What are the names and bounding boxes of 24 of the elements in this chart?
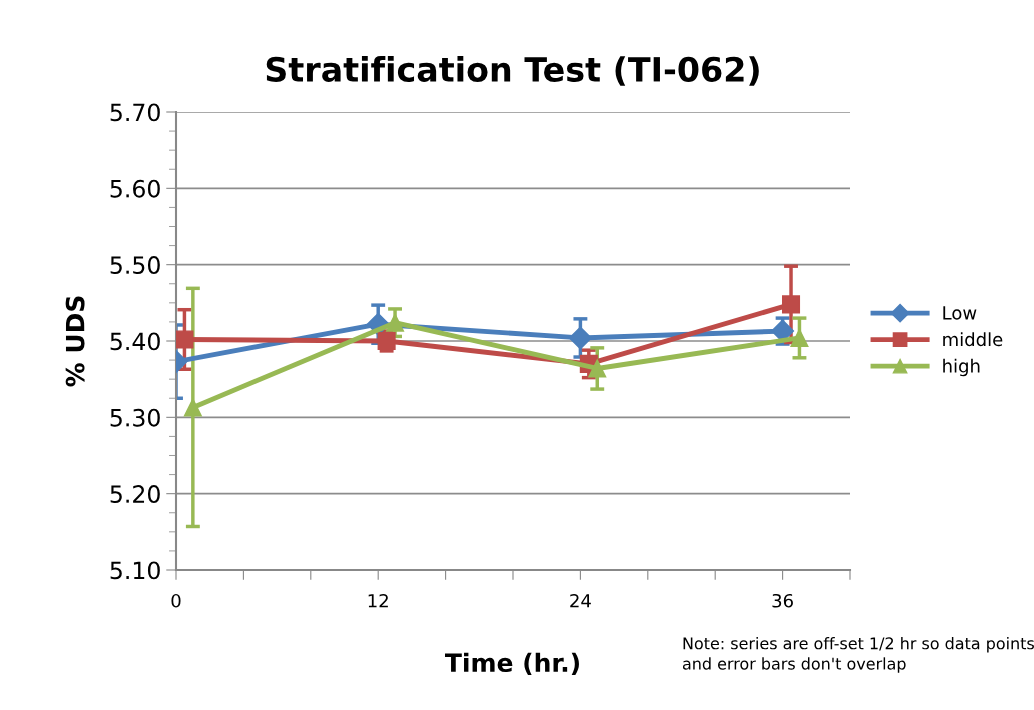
point (386, 313, 405, 332)
y-tick-label: 5.50 (110, 256, 160, 274)
point (176, 330, 194, 349)
text: Note: series are off-set 1/2 hr so data points and error bars don't overlap (682, 637, 1034, 673)
point (781, 295, 801, 314)
x-tick-label: 36 (772, 593, 793, 608)
point (568, 326, 592, 350)
x-tick-label: 0 (171, 593, 181, 608)
legend-label: middle (943, 332, 1003, 347)
y-tick-label: 5.70 (110, 103, 160, 122)
chart-title: Stratification Test (TI-062) (266, 56, 759, 86)
x-axis-title: Time (hr.) (445, 652, 579, 676)
point (183, 398, 202, 417)
y-axis-title: % UDS (65, 296, 85, 387)
y-tick-label: 5.40 (110, 332, 160, 351)
x-tick-label: 12 (368, 593, 388, 608)
legend-label: Low (943, 306, 977, 320)
y-tick-label: 5.10 (110, 561, 160, 580)
point (588, 359, 607, 378)
y-tick-label: 5.60 (110, 179, 160, 198)
y-tick-label: 5.20 (110, 485, 160, 503)
y-tick-label: 5.30 (110, 408, 160, 427)
legend-label: high (943, 358, 980, 377)
x-tick-label: 24 (570, 593, 591, 608)
